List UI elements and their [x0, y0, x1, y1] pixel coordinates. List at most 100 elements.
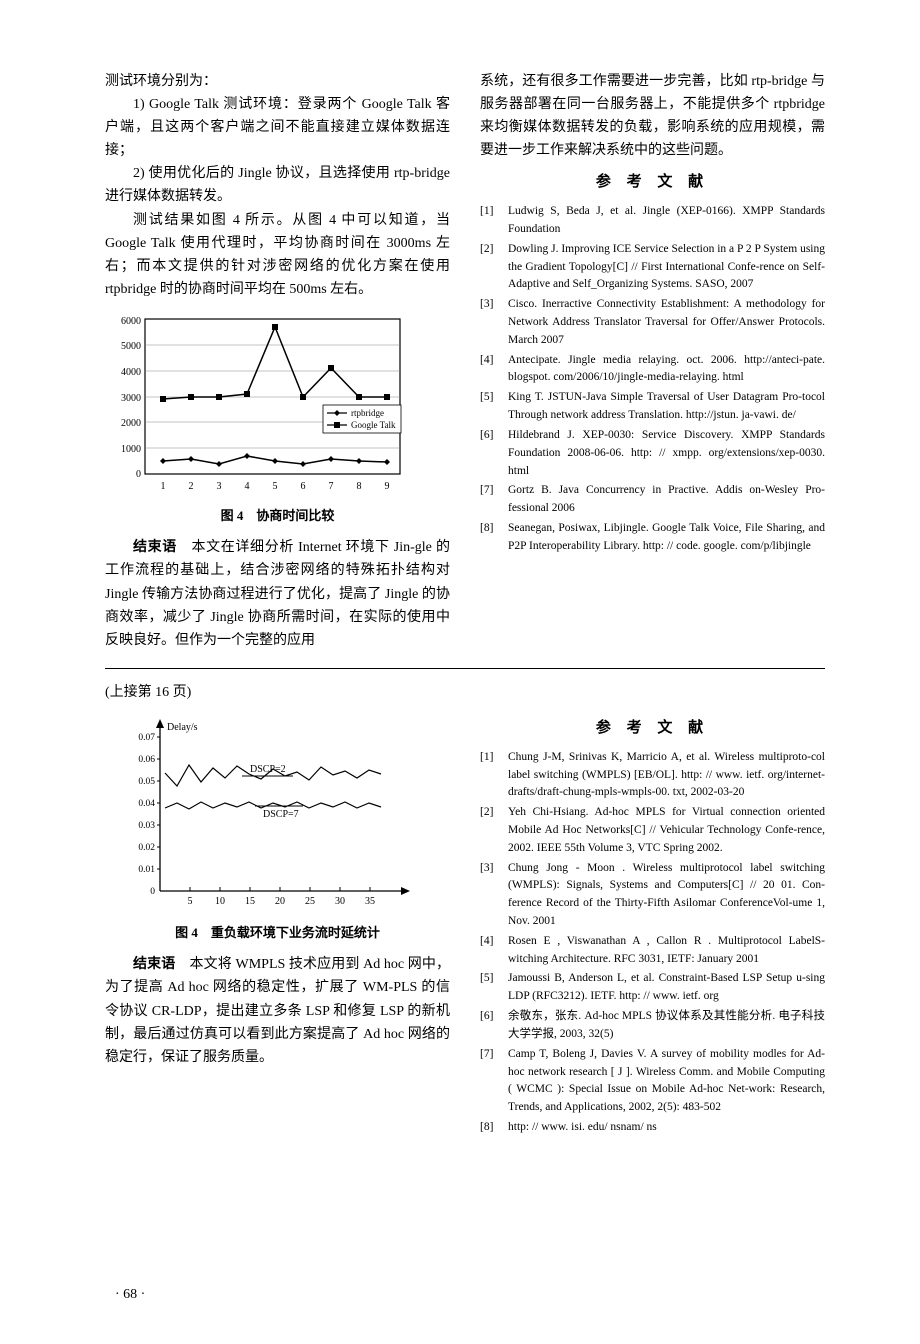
ref-item: [1]Chung J-M, Srinivas K, Marricio A, et… [480, 749, 825, 802]
ref-text: Cisco. Inerractive Connectivity Establis… [508, 296, 825, 349]
svg-text:4000: 4000 [121, 367, 141, 378]
chart2-container: Delay/s 0 0.01 0.02 0.03 0.04 0.05 0.06 … [105, 716, 450, 943]
section2-left-col: Delay/s 0 0.01 0.02 0.03 0.04 0.05 0.06 … [105, 708, 450, 1139]
ref-text: Antecipate. Jingle media relaying. oct. … [508, 352, 825, 388]
ref-item: [4]Rosen E , Viswanathan A , Callon R . … [480, 933, 825, 969]
ref-num: [2] [480, 241, 508, 294]
ref-text: King T. JSTUN-Java Simple Traversal of U… [508, 389, 825, 425]
s2-ref-header: 参 考 文 献 [480, 716, 825, 741]
s1-p5-bold: 结束语 [133, 540, 177, 555]
svg-text:9: 9 [385, 481, 390, 492]
ref-text: Camp T, Boleng J, Davies V. A survey of … [508, 1046, 825, 1117]
ref-num: [5] [480, 970, 508, 1006]
ref-num: [8] [480, 1119, 508, 1137]
ref-text: Yeh Chi-Hsiang. Ad-hoc MPLS for Virtual … [508, 804, 825, 857]
svg-text:15: 15 [245, 896, 255, 907]
ref-item: [8]Seanegan, Posiwax, Libjingle. Google … [480, 520, 825, 556]
svg-text:8: 8 [357, 481, 362, 492]
s1-ref-header: 参 考 文 献 [480, 170, 825, 195]
ref-item: [6]余敬东，张东. Ad-hoc MPLS 协议体系及其性能分析. 电子科技大… [480, 1008, 825, 1044]
section1-right-col: 系统，还有很多工作需要进一步完善，比如 rtp-bridge 与服务器部署在同一… [480, 70, 825, 652]
ref-num: [5] [480, 389, 508, 425]
s2-p1-bold: 结束语 [133, 957, 175, 972]
svg-text:5: 5 [188, 896, 193, 907]
s1-p4: 测试结果如图 4 所示。从图 4 中可以知道，当 Google Talk 使用代… [105, 209, 450, 301]
continued-note: (上接第 16 页) [105, 681, 825, 704]
chart1-svg: 0 1000 2000 3000 4000 5000 6000 123 456 … [105, 309, 415, 499]
svg-text:5: 5 [273, 481, 278, 492]
svg-text:3: 3 [217, 481, 222, 492]
ref-num: [8] [480, 520, 508, 556]
chart1-container: 0 1000 2000 3000 4000 5000 6000 123 456 … [105, 309, 450, 526]
svg-text:rtpbridge: rtpbridge [351, 408, 384, 418]
ref-num: [2] [480, 804, 508, 857]
ref-text: Chung Jong - Moon . Wireless multiprotoc… [508, 860, 825, 931]
ref-text: 余敬东，张东. Ad-hoc MPLS 协议体系及其性能分析. 电子科技大学学报… [508, 1008, 825, 1044]
svg-text:0.04: 0.04 [138, 799, 155, 809]
svg-text:0.01: 0.01 [138, 865, 155, 875]
ref-text: Ludwig S, Beda J, et al. Jingle (XEP-016… [508, 203, 825, 239]
ref-item: [5]King T. JSTUN-Java Simple Traversal o… [480, 389, 825, 425]
ref-item: [3]Chung Jong - Moon . Wireless multipro… [480, 860, 825, 931]
ref-item: [7]Gortz B. Java Concurrency in Practive… [480, 482, 825, 518]
svg-text:2000: 2000 [121, 418, 141, 429]
svg-text:6: 6 [301, 481, 306, 492]
svg-text:0: 0 [136, 469, 141, 480]
s2-ref-list: [1]Chung J-M, Srinivas K, Marricio A, et… [480, 749, 825, 1137]
s1-ref-list: [1]Ludwig S, Beda J, et al. Jingle (XEP-… [480, 203, 825, 555]
ref-num: [7] [480, 1046, 508, 1117]
section2-right-col: 参 考 文 献 [1]Chung J-M, Srinivas K, Marric… [480, 708, 825, 1139]
svg-text:0.03: 0.03 [138, 821, 155, 831]
svg-text:Delay/s: Delay/s [167, 722, 198, 733]
page-number: · 68 · [115, 1283, 145, 1306]
ref-text: Jamoussi B, Anderson L, et al. Constrain… [508, 970, 825, 1006]
ref-item: [1]Ludwig S, Beda J, et al. Jingle (XEP-… [480, 203, 825, 239]
svg-text:25: 25 [305, 896, 315, 907]
ref-num: [4] [480, 933, 508, 969]
svg-text:0.02: 0.02 [138, 843, 155, 853]
ref-num: [7] [480, 482, 508, 518]
s1-p3: 2) 使用优化后的 Jingle 协议，且选择使用 rtp-bridge 进行媒… [105, 162, 450, 208]
ref-item: [4]Antecipate. Jingle media relaying. oc… [480, 352, 825, 388]
ref-item: [5]Jamoussi B, Anderson L, et al. Constr… [480, 970, 825, 1006]
ref-num: [4] [480, 352, 508, 388]
s1-p5-text: 本文在详细分析 Internet 环境下 Jin-gle 的工作流程的基础上，结… [105, 540, 450, 647]
chart1-caption: 图 4 协商时间比较 [105, 505, 450, 526]
svg-text:DSCP=2: DSCP=2 [250, 764, 286, 775]
svg-text:DSCP=7: DSCP=7 [263, 809, 299, 820]
svg-text:5000: 5000 [121, 341, 141, 352]
ref-item: [3]Cisco. Inerractive Connectivity Estab… [480, 296, 825, 349]
svg-text:1000: 1000 [121, 444, 141, 455]
svg-text:20: 20 [275, 896, 285, 907]
ref-num: [1] [480, 203, 508, 239]
ref-item: [2]Dowling J. Improving ICE Service Sele… [480, 241, 825, 294]
svg-text:30: 30 [335, 896, 345, 907]
section2-columns: Delay/s 0 0.01 0.02 0.03 0.04 0.05 0.06 … [105, 708, 825, 1139]
chart2-caption: 图 4 重负载环境下业务流时延统计 [105, 922, 450, 943]
divider [105, 668, 825, 669]
svg-text:10: 10 [215, 896, 225, 907]
svg-text:0.06: 0.06 [138, 755, 155, 765]
ref-num: [3] [480, 860, 508, 931]
svg-text:0.07: 0.07 [138, 733, 155, 743]
ref-text: http: // www. isi. edu/ nsnam/ ns [508, 1119, 825, 1137]
svg-text:0: 0 [150, 887, 155, 897]
svg-text:0.05: 0.05 [138, 777, 155, 787]
s1-p5: 结束语 本文在详细分析 Internet 环境下 Jin-gle 的工作流程的基… [105, 536, 450, 651]
ref-text: Seanegan, Posiwax, Libjingle. Google Tal… [508, 520, 825, 556]
ref-num: [6] [480, 427, 508, 480]
s1r-p1: 系统，还有很多工作需要进一步完善，比如 rtp-bridge 与服务器部署在同一… [480, 70, 825, 162]
ref-num: [1] [480, 749, 508, 802]
s2-p1-text: 本文将 WMPLS 技术应用到 Ad hoc 网中，为了提高 Ad hoc 网络… [105, 957, 450, 1064]
chart2-svg: Delay/s 0 0.01 0.02 0.03 0.04 0.05 0.06 … [105, 716, 415, 916]
ref-item: [6]Hildebrand J. XEP-0030: Service Disco… [480, 427, 825, 480]
svg-text:3000: 3000 [121, 393, 141, 404]
svg-text:6000: 6000 [121, 316, 141, 327]
svg-text:4: 4 [245, 481, 250, 492]
svg-text:1: 1 [161, 481, 166, 492]
ref-num: [6] [480, 1008, 508, 1044]
svg-text:7: 7 [329, 481, 334, 492]
svg-text:Google Talk: Google Talk [351, 420, 396, 430]
svg-text:35: 35 [365, 896, 375, 907]
ref-text: Chung J-M, Srinivas K, Marricio A, et al… [508, 749, 825, 802]
